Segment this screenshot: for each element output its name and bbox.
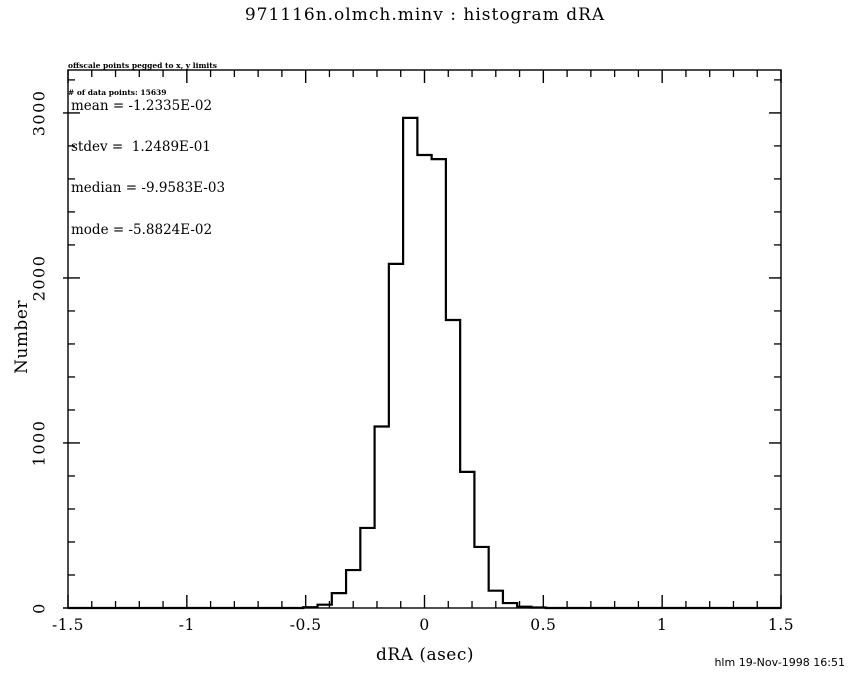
offscale-note: offscale points pegged to x, y limits # … [68,43,217,115]
offscale-note-line: offscale points pegged to x, y limits [68,61,217,70]
stat-stdev: stdev = 1.2489E-01 [71,138,211,155]
y-tick-label: 2000 [30,255,49,302]
datapoints-count-line: # of data points: 15639 [68,88,167,97]
y-tick-label: 0 [30,602,49,614]
x-tick-label: 1 [657,616,667,634]
x-tick-label: -1.5 [52,616,84,634]
credit-stamp: hlm 19-Nov-1998 16:51 [714,656,845,669]
x-tick-label: 0 [419,616,429,634]
stats-block: mean = -1.2335E-02 stdev = 1.2489E-01 me… [71,72,225,265]
stat-mean: mean = -1.2335E-02 [71,97,213,114]
x-axis-ticks [67,70,782,608]
x-axis-label: dRA (asec) [375,645,475,665]
x-tick-label: -1 [179,616,195,634]
y-axis-label: Number [12,299,32,375]
y-tick-label: 1000 [30,420,49,467]
y-tick-labels: 0 1000 2000 3000 [30,90,49,614]
histogram-outline [68,116,781,610]
x-tick-label: 0.5 [530,616,556,634]
y-tick-label: 3000 [30,90,49,137]
x-tick-label: 1.5 [768,616,794,634]
stat-median: median = -9.9583E-03 [71,180,226,197]
page-title: 971116n.olmch.minv : histogram dRA [244,5,606,25]
x-tick-labels: -1.5 -1 -0.5 0 0.5 1 1.5 [52,616,794,634]
y-axis-ticks [63,79,781,609]
stat-mode: mode = -5.8824E-02 [71,221,213,238]
x-tick-label: -0.5 [290,616,322,634]
